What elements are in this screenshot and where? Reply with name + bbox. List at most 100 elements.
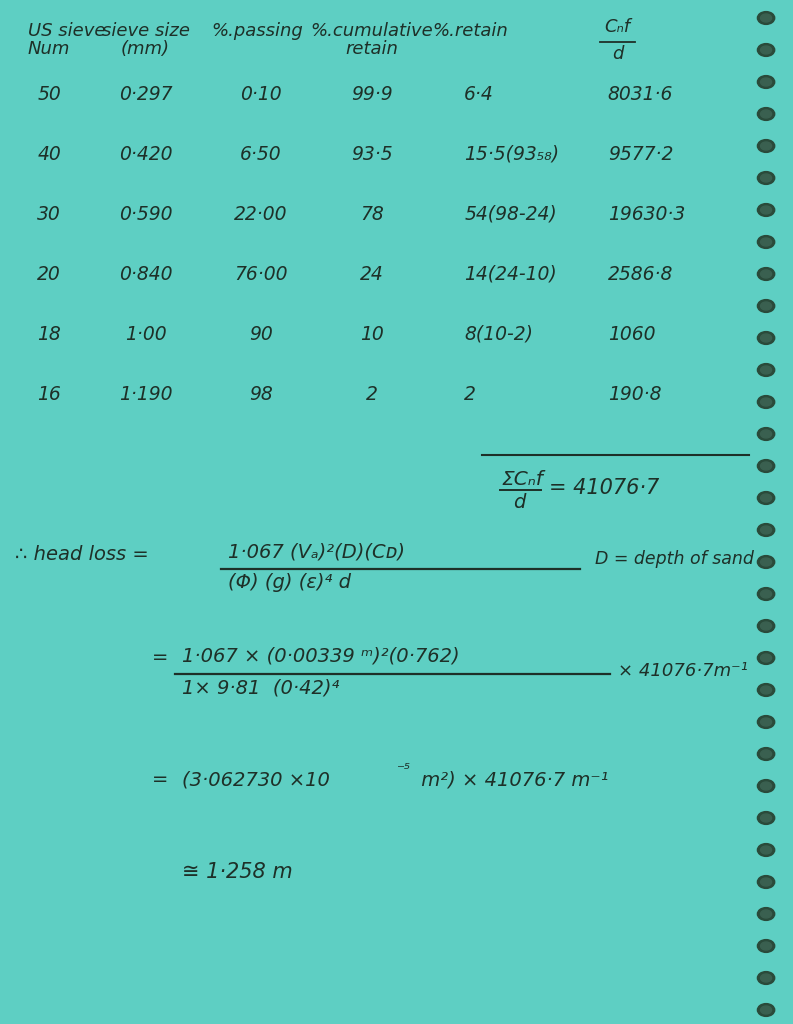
Ellipse shape <box>760 462 772 470</box>
Text: ⁻⁵: ⁻⁵ <box>397 762 412 777</box>
Ellipse shape <box>757 1004 775 1017</box>
Ellipse shape <box>757 44 775 56</box>
Ellipse shape <box>760 654 772 662</box>
Text: 14(24-10): 14(24-10) <box>464 265 557 284</box>
Text: m²) × 41076·7 m⁻¹: m²) × 41076·7 m⁻¹ <box>415 770 608 790</box>
Text: Cₙf: Cₙf <box>604 18 630 36</box>
Text: d: d <box>612 45 623 63</box>
Ellipse shape <box>760 238 772 246</box>
Ellipse shape <box>757 684 775 696</box>
Text: 16: 16 <box>37 385 61 404</box>
Text: Num: Num <box>28 40 70 58</box>
Text: 10: 10 <box>360 325 384 344</box>
Text: 78: 78 <box>360 205 384 224</box>
Ellipse shape <box>760 910 772 918</box>
Ellipse shape <box>757 395 775 409</box>
Ellipse shape <box>757 460 775 472</box>
Text: 98: 98 <box>249 385 273 404</box>
Text: 18: 18 <box>37 325 61 344</box>
Text: 99·9: 99·9 <box>351 85 393 104</box>
Ellipse shape <box>760 974 772 982</box>
Ellipse shape <box>760 878 772 886</box>
Ellipse shape <box>757 300 775 312</box>
Text: 0·297: 0·297 <box>119 85 172 104</box>
Ellipse shape <box>757 267 775 281</box>
Ellipse shape <box>757 844 775 856</box>
Text: 9577·2: 9577·2 <box>607 145 673 164</box>
Text: (3·062730 ×10: (3·062730 ×10 <box>182 770 330 790</box>
Ellipse shape <box>760 686 772 694</box>
Ellipse shape <box>757 588 775 600</box>
Text: 1·190: 1·190 <box>119 385 172 404</box>
Text: (mm): (mm) <box>121 40 170 58</box>
Text: 6·50: 6·50 <box>239 145 282 164</box>
Ellipse shape <box>760 846 772 854</box>
Ellipse shape <box>757 428 775 440</box>
Text: %.retain: %.retain <box>432 22 508 40</box>
Text: retain: retain <box>345 40 398 58</box>
Text: 1× 9·81  (0·42)⁴: 1× 9·81 (0·42)⁴ <box>182 678 339 697</box>
Ellipse shape <box>757 492 775 505</box>
Ellipse shape <box>757 651 775 665</box>
Text: 0·420: 0·420 <box>119 145 172 164</box>
Text: 15·5(93₅₈): 15·5(93₅₈) <box>464 145 559 164</box>
Text: 50: 50 <box>37 85 61 104</box>
Text: 8(10-2): 8(10-2) <box>464 325 533 344</box>
Text: 30: 30 <box>37 205 61 224</box>
Ellipse shape <box>760 526 772 534</box>
Ellipse shape <box>760 814 772 822</box>
Text: 24: 24 <box>360 265 384 284</box>
Ellipse shape <box>757 940 775 952</box>
Ellipse shape <box>757 11 775 25</box>
Ellipse shape <box>760 366 772 374</box>
Text: 1·067 × (0·00339 ᵐ)²(0·762): 1·067 × (0·00339 ᵐ)²(0·762) <box>182 646 460 665</box>
Ellipse shape <box>757 172 775 184</box>
Ellipse shape <box>760 334 772 342</box>
Text: 22·00: 22·00 <box>234 205 287 224</box>
Ellipse shape <box>760 14 772 22</box>
Text: 190·8: 190·8 <box>607 385 661 404</box>
Ellipse shape <box>757 556 775 568</box>
Text: %.passing: %.passing <box>212 22 304 40</box>
Ellipse shape <box>757 716 775 728</box>
Text: 2: 2 <box>366 385 377 404</box>
Text: 8031·6: 8031·6 <box>607 85 673 104</box>
Ellipse shape <box>760 494 772 502</box>
Text: 2586·8: 2586·8 <box>607 265 673 284</box>
Ellipse shape <box>760 750 772 758</box>
Ellipse shape <box>757 332 775 344</box>
Ellipse shape <box>760 110 772 118</box>
Ellipse shape <box>757 907 775 921</box>
Text: = 41076·7: = 41076·7 <box>549 478 659 498</box>
Ellipse shape <box>760 590 772 598</box>
Text: 6·4: 6·4 <box>464 85 494 104</box>
Text: 54(98-24): 54(98-24) <box>464 205 557 224</box>
Text: 1060: 1060 <box>607 325 655 344</box>
Text: d: d <box>513 493 526 512</box>
Ellipse shape <box>757 779 775 793</box>
Ellipse shape <box>760 142 772 150</box>
Ellipse shape <box>757 108 775 121</box>
Ellipse shape <box>757 364 775 377</box>
Ellipse shape <box>760 942 772 950</box>
Ellipse shape <box>757 620 775 633</box>
Text: D = depth of sand: D = depth of sand <box>595 550 754 568</box>
Text: %.cumulative: %.cumulative <box>310 22 433 40</box>
Text: 40: 40 <box>37 145 61 164</box>
Ellipse shape <box>760 398 772 406</box>
Text: 19630·3: 19630·3 <box>607 205 685 224</box>
Ellipse shape <box>760 174 772 182</box>
Text: 20: 20 <box>37 265 61 284</box>
Ellipse shape <box>760 622 772 630</box>
Ellipse shape <box>760 78 772 86</box>
Text: 1·067 (Vₐ)²(D)(Cᴅ): 1·067 (Vₐ)²(D)(Cᴅ) <box>228 543 405 562</box>
Ellipse shape <box>757 204 775 216</box>
Ellipse shape <box>757 139 775 153</box>
Text: sieve size: sieve size <box>102 22 190 40</box>
Ellipse shape <box>757 236 775 249</box>
Ellipse shape <box>757 76 775 88</box>
Text: × 41076·7m⁻¹: × 41076·7m⁻¹ <box>618 662 748 680</box>
Ellipse shape <box>757 876 775 889</box>
Text: =: = <box>152 648 169 667</box>
Text: ∴ head loss =: ∴ head loss = <box>15 545 148 564</box>
